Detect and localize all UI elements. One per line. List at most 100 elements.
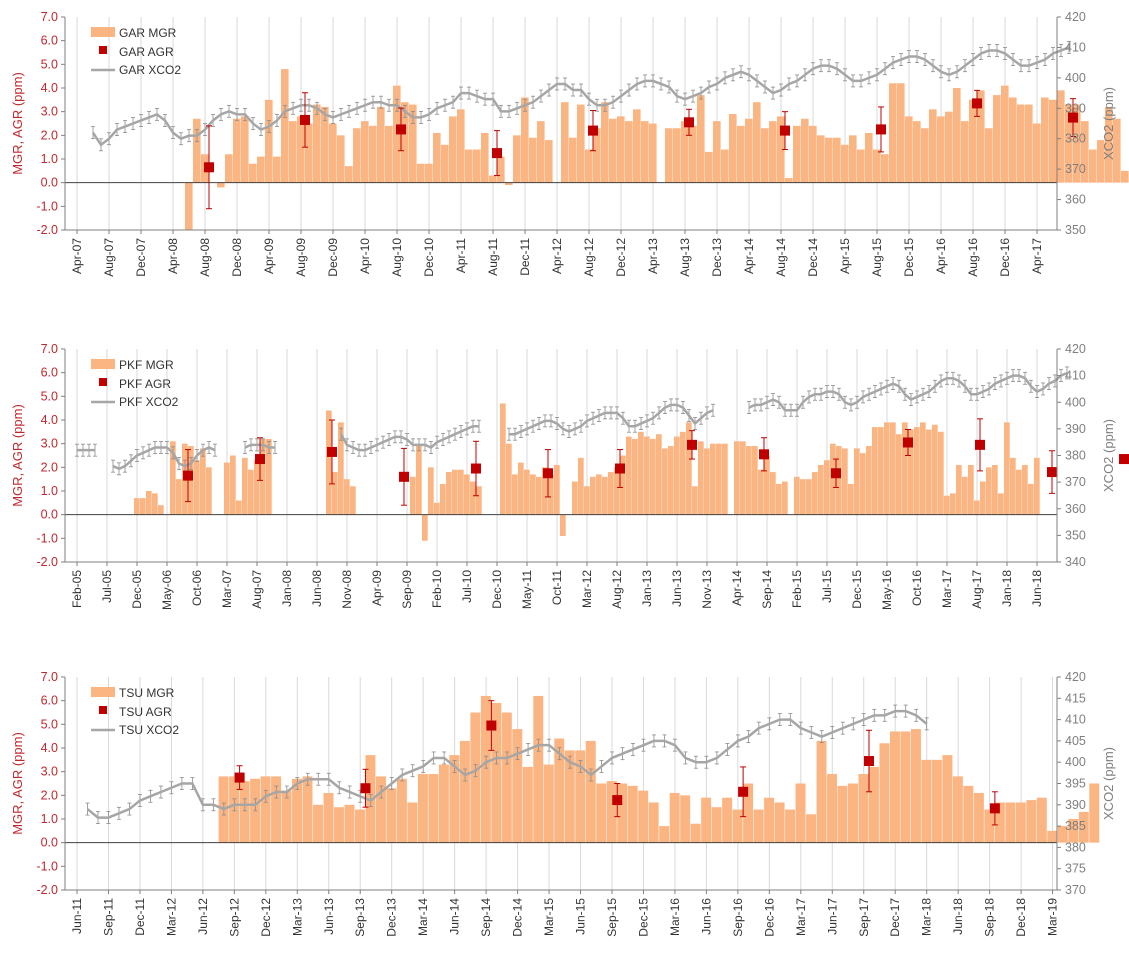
x-tick-label: Apr-13 [646, 238, 660, 274]
x-tick-label: Aug-16 [966, 238, 980, 277]
y2-tick-label: 360 [1065, 193, 1086, 207]
y-tick-label: 3.0 [41, 765, 58, 779]
mgr-bar [584, 486, 590, 515]
mgr-bar [354, 809, 365, 843]
x-tick-label: Mar-19 [1046, 898, 1060, 936]
mgr-bar [627, 785, 638, 843]
mgr-bar [361, 121, 369, 183]
mgr-bar [554, 738, 565, 843]
mgr-bar [524, 469, 530, 515]
mgr-bar [473, 149, 481, 183]
mgr-bar [656, 434, 662, 515]
mgr-bar [993, 95, 1001, 183]
agr-marker [903, 437, 913, 448]
mgr-bar [782, 481, 788, 515]
mgr-bar [734, 441, 740, 515]
mgr-bar [248, 469, 254, 515]
mgr-bar [1026, 800, 1037, 843]
y2-tick-label: 395 [1065, 777, 1086, 791]
mgr-bar [369, 125, 377, 183]
y-tick-label: 4.0 [41, 741, 58, 755]
x-tick-label: Jun-14 [448, 898, 462, 935]
x-tick-label: Aug-14 [774, 238, 788, 277]
agr-marker [360, 783, 371, 794]
mgr-bar [1033, 123, 1041, 183]
mgr-bar [809, 125, 817, 183]
x-tick-label: Jun-15 [574, 898, 588, 935]
mgr-bar [689, 125, 697, 183]
legend-label-xco2: GAR XCO2 [119, 63, 181, 77]
mgr-bar [505, 182, 513, 186]
y-tick-label: 2.0 [41, 788, 58, 802]
x-tick-label: Sep-18 [983, 898, 997, 937]
mgr-bar [236, 500, 242, 515]
agr-marker [327, 446, 337, 457]
mgr-bar [764, 455, 770, 515]
y2-tick-label: 380 [1065, 449, 1086, 463]
mgr-bar [512, 729, 523, 843]
mgr-bar [973, 792, 984, 843]
mgr-bar [491, 703, 502, 843]
y-tick-label: 0.0 [41, 508, 58, 522]
mgr-bar [969, 99, 977, 183]
mgr-bar [721, 149, 729, 183]
x-tick-label: May-11 [520, 570, 534, 609]
mgr-bar [1081, 121, 1089, 183]
x-tick-label: Aug-11 [486, 238, 500, 276]
mgr-bar [674, 436, 680, 515]
mgr-bar [770, 472, 776, 515]
mgr-bar [200, 448, 206, 515]
mgr-bar [897, 83, 905, 183]
mgr-bar [446, 472, 452, 515]
mgr-bar [617, 783, 628, 843]
y-tick-label: 3.0 [41, 105, 58, 119]
y2-tick-label: 415 [1065, 691, 1086, 705]
mgr-bar [648, 802, 659, 843]
x-tick-label: Apr-12 [550, 238, 564, 274]
mgr-bar [185, 182, 193, 230]
agr-marker [972, 98, 982, 109]
y-tick-label: 0.0 [41, 836, 58, 850]
xco2-line [509, 403, 714, 436]
x-tick-label: Sep-14 [760, 570, 774, 609]
y-tick-label: 7.0 [41, 670, 58, 684]
mgr-bar [332, 472, 338, 515]
y-tick-label: 7.0 [41, 342, 58, 356]
y2-tick-label: 385 [1065, 819, 1086, 833]
legend-swatch-agr [99, 706, 107, 714]
mgr-bar [680, 431, 686, 515]
mgr-bar [407, 802, 418, 843]
mgr-bar [254, 460, 260, 515]
x-tick-label: Aug-07 [102, 238, 116, 277]
mgr-bar [344, 804, 355, 843]
y-tick-label: 5.0 [41, 717, 58, 731]
mgr-bar [825, 137, 833, 183]
mgr-bar [1009, 97, 1017, 183]
mgr-bar [617, 116, 625, 183]
mgr-bar [1113, 118, 1121, 183]
mgr-bar [745, 118, 753, 183]
mgr-bar [470, 712, 481, 843]
mgr-bar [896, 434, 902, 515]
y2-axis-title: XCO2 (ppm) [1101, 747, 1116, 820]
y-tick-label: 4.0 [41, 413, 58, 427]
mgr-bar [849, 135, 857, 183]
x-tick-label: Dec-11 [133, 898, 147, 936]
mgr-bar [601, 102, 609, 183]
agr-marker [471, 463, 481, 474]
mgr-bar [233, 118, 241, 183]
mgr-bar [938, 431, 944, 515]
y-tick-label: 5.0 [41, 389, 58, 403]
mgr-bar [409, 104, 417, 183]
y2-tick-label: 390 [1065, 101, 1086, 115]
mgr-bar [417, 163, 425, 183]
x-tick-label: Dec-10 [422, 238, 436, 277]
mgr-bar [841, 144, 849, 183]
legend-swatch-mgr [91, 27, 115, 37]
x-tick-label: Mar-07 [220, 570, 234, 608]
y-tick-label: 6.0 [41, 366, 58, 380]
mgr-bar [452, 469, 458, 515]
x-tick-label: Dec-12 [614, 238, 628, 277]
x-tick-label: Jun-17 [825, 898, 839, 935]
mgr-bar [1097, 140, 1105, 183]
